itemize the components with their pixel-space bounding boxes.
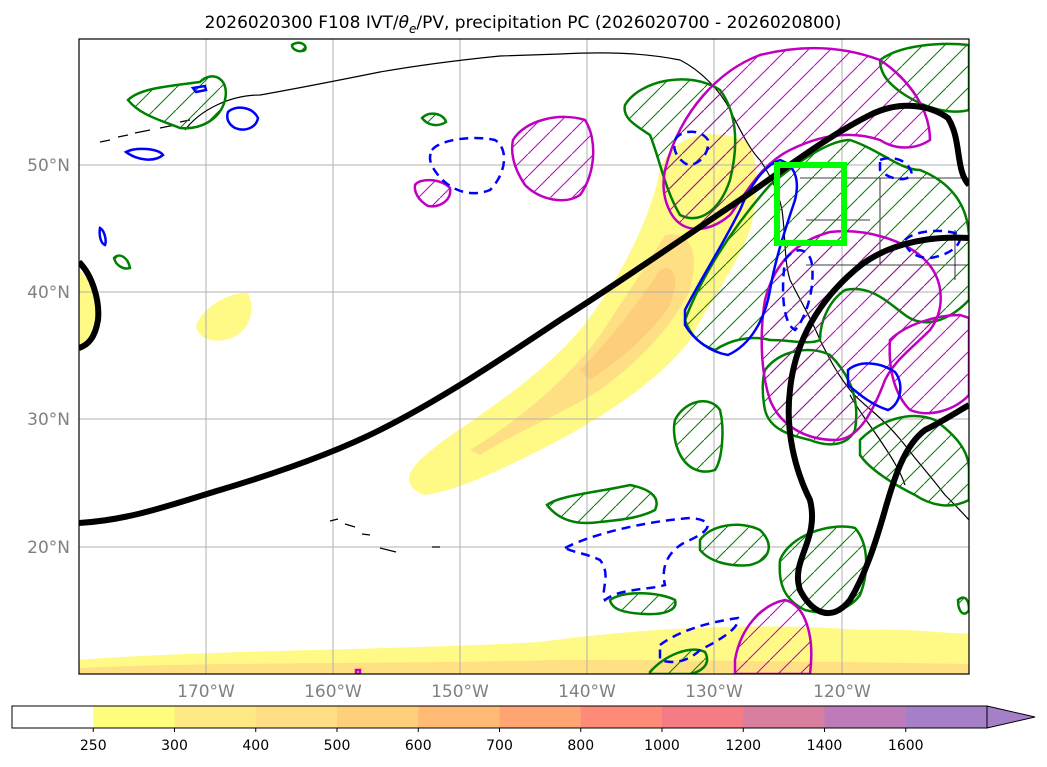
pv-neg-ca	[781, 249, 814, 332]
precip-green-sub3	[608, 592, 677, 616]
colorbar-segment	[743, 706, 825, 728]
pv-pos-mexico	[846, 362, 902, 412]
colorbar-segment	[580, 706, 663, 728]
colorbar-segments	[12, 706, 988, 728]
colorbar-label: 700	[486, 738, 513, 754]
precip-green-small-ak2	[290, 41, 307, 53]
colorbar-segment	[824, 706, 907, 728]
highlight-box	[774, 162, 847, 246]
map-frame	[78, 38, 970, 675]
precip-magenta-layer	[354, 46, 969, 674]
precip-mag-south	[733, 598, 813, 674]
precip-mag-gulf	[510, 115, 595, 202]
precip-green-south-edge	[648, 648, 709, 674]
precip-green-sub1	[545, 483, 658, 525]
pv-pos-alaska	[226, 106, 260, 131]
colorbar-segment	[12, 706, 94, 728]
lon-label: 170°W	[177, 682, 235, 702]
precip-green-sub2	[698, 523, 770, 567]
colorbar-segment	[174, 706, 257, 728]
pv-neg-gulf	[428, 136, 506, 195]
map-panel	[79, 39, 969, 674]
colorbar-segment	[255, 706, 338, 728]
colorbar-segment	[662, 706, 744, 728]
lat-labels: 50°N 40°N 30°N 20°N	[27, 156, 70, 558]
theta-e-main	[79, 102, 969, 526]
precip-green-mid	[672, 400, 724, 473]
colorbar-segment	[418, 706, 500, 728]
aleutian-islands	[99, 119, 191, 143]
pv-negative-layer	[428, 130, 962, 664]
pv-neg-sub	[562, 516, 709, 602]
colorbar-label: 800	[567, 738, 594, 754]
precip-green-alaska	[126, 75, 228, 130]
colorbar-segment	[499, 706, 582, 728]
colorbar-labels: 250 300 400 500 600 700 800 1000 1200 1400 1600	[80, 728, 924, 754]
lon-label: 140°W	[558, 682, 616, 702]
colorbar: 250 300 400 500 600 700 800 1000 1200 1400 1600	[11, 705, 1036, 754]
pv-neg-south	[658, 616, 740, 664]
colorbar-label: 1400	[807, 738, 843, 754]
hawaii-islands	[329, 518, 440, 553]
pv-pos-coast	[683, 158, 799, 357]
theta-e-west	[79, 259, 102, 351]
figure-title: 2026020300 F108 IVT/θe/PV, precipitation…	[205, 13, 842, 36]
pv-positive-layer	[98, 84, 902, 412]
precip-green-small-hi	[112, 254, 132, 270]
precip-green-small-ak	[420, 112, 448, 127]
colorbar-extend-arrow	[986, 705, 1036, 729]
lon-label: 120°W	[813, 682, 871, 702]
pv-neg-ne	[878, 156, 914, 181]
precip-mag-mexico	[888, 313, 969, 415]
colorbar-label: 600	[405, 738, 432, 754]
colorbar-label: 1600	[888, 738, 924, 754]
colorbar-segment	[93, 706, 175, 728]
colorbar-label: 400	[242, 738, 269, 754]
lon-label: 160°W	[304, 682, 362, 702]
pv-pos-aleutian	[123, 147, 165, 161]
lat-label: 30°N	[27, 410, 70, 430]
ivt-patch-central	[196, 292, 252, 341]
precip-mag-small	[413, 178, 452, 208]
colorbar-label: 1200	[725, 738, 761, 754]
lat-label: 50°N	[27, 156, 70, 176]
lon-label: 150°W	[431, 682, 489, 702]
ivt-plume-inner	[580, 268, 676, 380]
ivt-plume-core	[470, 234, 694, 455]
colorbar-label: 1000	[644, 738, 680, 754]
theta-e-layer	[79, 102, 969, 616]
colorbar-label: 500	[324, 738, 351, 754]
pv-neg-bc	[673, 130, 710, 167]
colorbar-segment	[905, 706, 988, 728]
colorbar-label: 250	[80, 738, 107, 754]
ivt-plume-outer	[408, 134, 757, 496]
pv-pos-small	[190, 84, 208, 94]
theta-e-south	[785, 234, 969, 616]
lon-label: 130°W	[685, 682, 743, 702]
precip-green-right-edge	[956, 596, 969, 615]
lat-label: 20°N	[27, 538, 70, 558]
colorbar-segment	[337, 706, 419, 728]
colorbar-label: 300	[161, 738, 188, 754]
precip-mag-dot	[354, 668, 362, 674]
lat-label: 40°N	[27, 283, 70, 303]
lon-labels: 170°W 160°W 150°W 140°W 130°W 120°W	[177, 682, 871, 702]
pv-pos-small2	[98, 226, 107, 247]
